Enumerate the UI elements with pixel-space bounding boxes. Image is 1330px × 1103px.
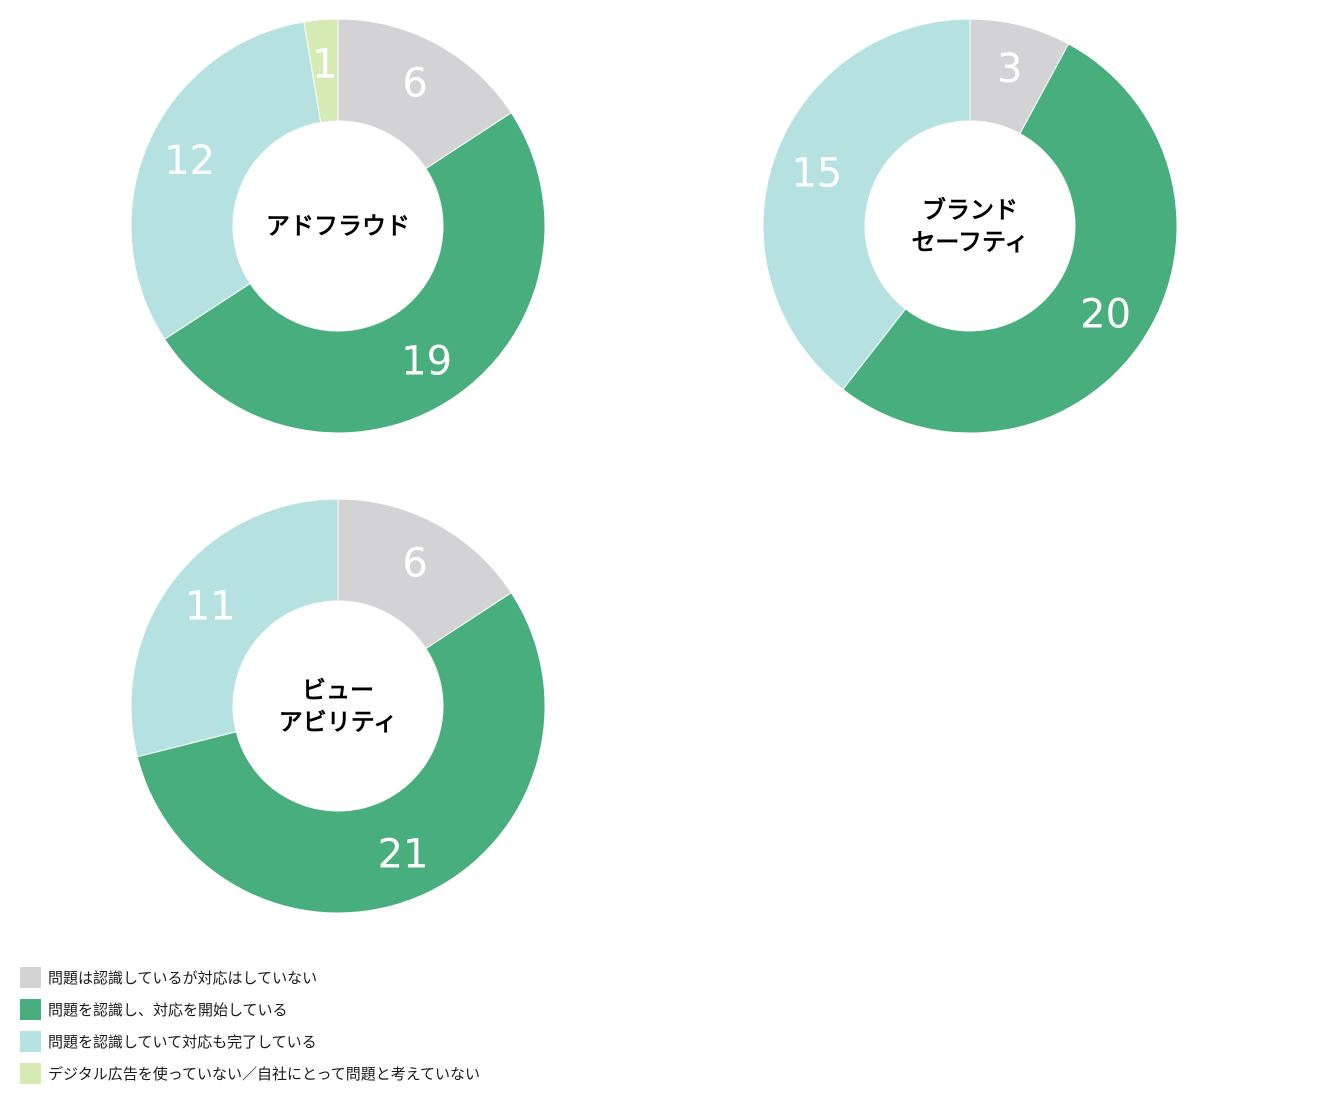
legend: 問題は認識しているが対応はしていない 問題を認識し、対応を開始している 問題を認… — [20, 966, 480, 1094]
donut-center-title: ビュー — [302, 676, 374, 704]
slice-value-label: 20 — [1080, 292, 1131, 338]
slice-value-label: 6 — [402, 61, 427, 107]
donut-slice-1-2 — [762, 18, 971, 391]
donut-slice-0-3 — [303, 18, 339, 124]
donut-center-title: アビリティ — [279, 708, 398, 736]
donut-center-title: アドフラウド — [266, 212, 410, 240]
donut-slice-2-1 — [136, 592, 546, 914]
slice-value-label: 1 — [312, 42, 337, 88]
legend-swatch — [20, 966, 41, 988]
slice-value-label: 19 — [401, 339, 452, 385]
slice-value-label: 15 — [791, 150, 842, 196]
donut-center-title: ブランド — [922, 196, 1018, 224]
legend-swatch — [20, 1030, 41, 1052]
legend-swatch — [20, 1062, 41, 1084]
legend-swatch — [20, 998, 41, 1020]
donut-slice-2-2 — [130, 498, 339, 758]
legend-label: 問題を認識し、対応を開始している — [48, 1000, 288, 1019]
donut-slice-2-0 — [337, 498, 512, 650]
slice-value-label: 6 — [402, 541, 427, 587]
donut-slice-0-2 — [130, 21, 322, 340]
donut-center-title: セーフティ — [911, 228, 1028, 256]
slice-value-label: 12 — [164, 138, 215, 184]
legend-item-not-applicable: デジタル広告を使っていない／自社にとって問題と考えていない — [20, 1062, 480, 1084]
legend-item-no-action: 問題は認識しているが対応はしていない — [20, 966, 480, 988]
legend-label: 問題は認識しているが対応はしていない — [48, 968, 318, 987]
legend-item-action-started: 問題を認識し、対応を開始している — [20, 998, 480, 1020]
legend-item-action-completed: 問題を認識していて対応も完了している — [20, 1030, 480, 1052]
legend-label: 問題を認識していて対応も完了している — [48, 1032, 317, 1051]
donut-chart-ad-fraud: 6 19 12 1 アドフラウド — [130, 18, 546, 434]
slice-value-label: 11 — [185, 583, 236, 629]
donut-slice-1-1 — [842, 43, 1178, 434]
slice-value-label: 3 — [997, 46, 1022, 92]
slice-value-label: 21 — [378, 831, 429, 877]
donut-slice-0-0 — [337, 18, 512, 170]
donut-slice-0-1 — [164, 112, 546, 434]
legend-label: デジタル広告を使っていない／自社にとって問題と考えていない — [48, 1064, 481, 1083]
